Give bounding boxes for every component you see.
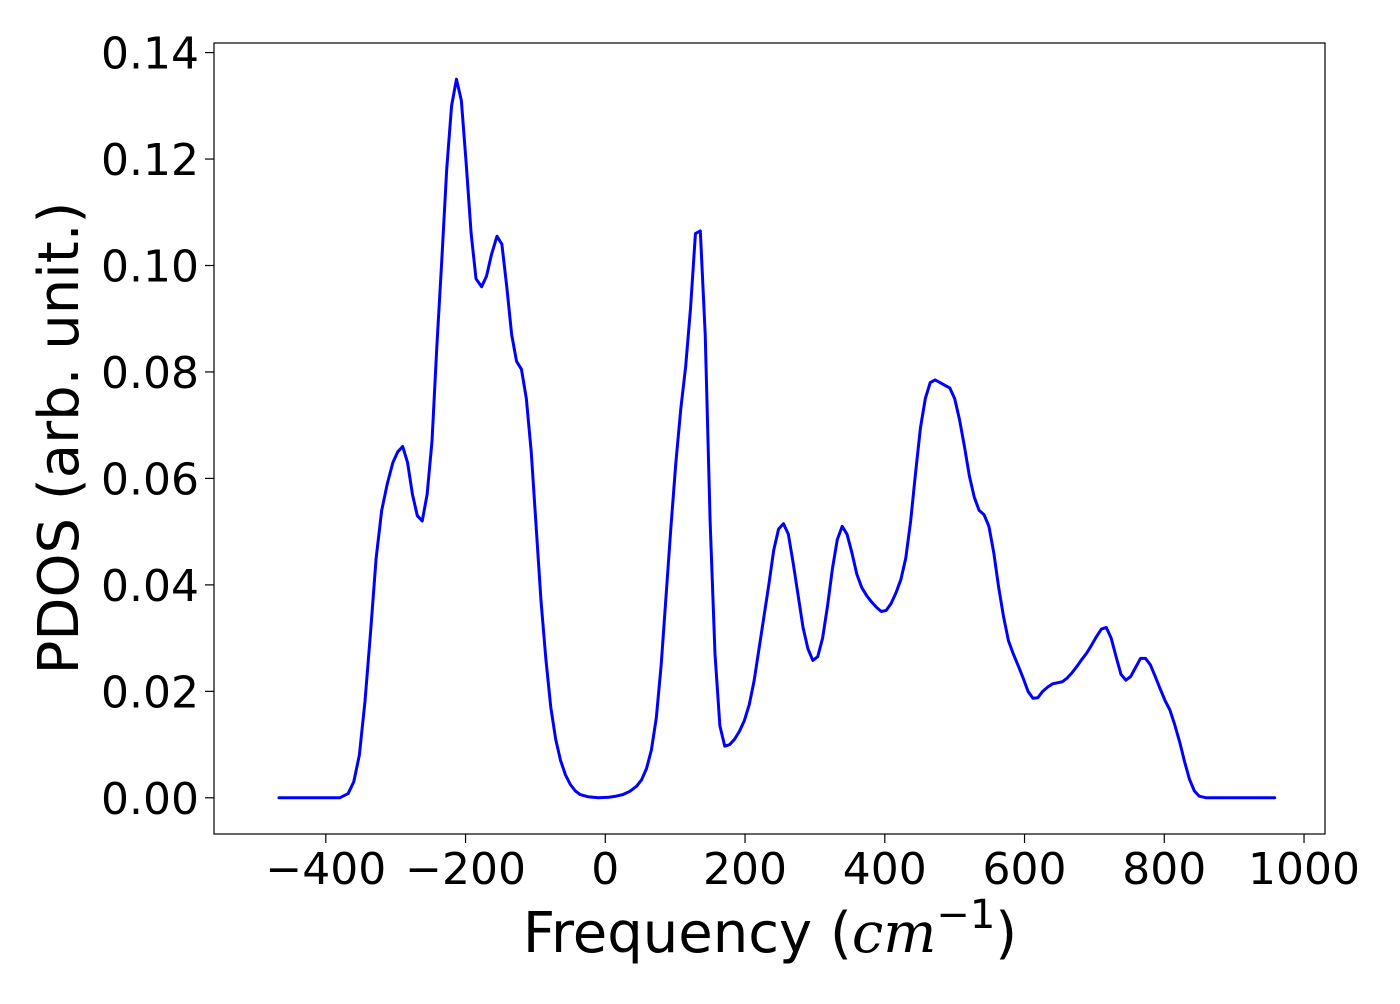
x-tick-label: 400 [843, 844, 927, 895]
axes-layer: −400 −200 0 200 400 600 800 1000 0.00 0.02 0.04 0.0… [101, 29, 1360, 895]
y-tick-label: 0.06 [101, 454, 199, 505]
x-tick-label: −200 [405, 844, 526, 895]
y-tick-label: 0.10 [101, 242, 199, 293]
x-tick-label: 800 [1122, 844, 1206, 895]
y-axis-label: PDOS (arb. unit.) [27, 202, 92, 675]
y-tick-label: 0.12 [101, 135, 199, 186]
x-tick-label: 1000 [1248, 844, 1360, 895]
x-axis-label-close: ) [995, 901, 1017, 966]
plot-frame [213, 42, 1326, 835]
x-tick-label: 0 [591, 844, 619, 895]
x-tick-label: 600 [983, 844, 1067, 895]
y-tick-label: 0.04 [101, 561, 199, 612]
y-tick-label: 0.08 [101, 348, 199, 399]
series-line-0 [277, 77, 1277, 800]
x-axis-label-math: cm [852, 901, 936, 966]
x-axis-label-exponent: −1 [936, 892, 995, 938]
y-tick-label: 0.14 [101, 29, 199, 80]
x-axis-label-text: Frequency ( [523, 901, 852, 966]
label-layer: Frequency (cm−1) PDOS (arb. unit.) [27, 202, 1017, 966]
x-tick-label: −400 [265, 844, 386, 895]
y-tick-label: 0.00 [101, 774, 199, 825]
x-axis-label: Frequency (cm−1) [523, 892, 1017, 966]
plot-layer [277, 77, 1277, 800]
y-tick-label: 0.02 [101, 667, 199, 718]
x-tick-label: 200 [703, 844, 787, 895]
